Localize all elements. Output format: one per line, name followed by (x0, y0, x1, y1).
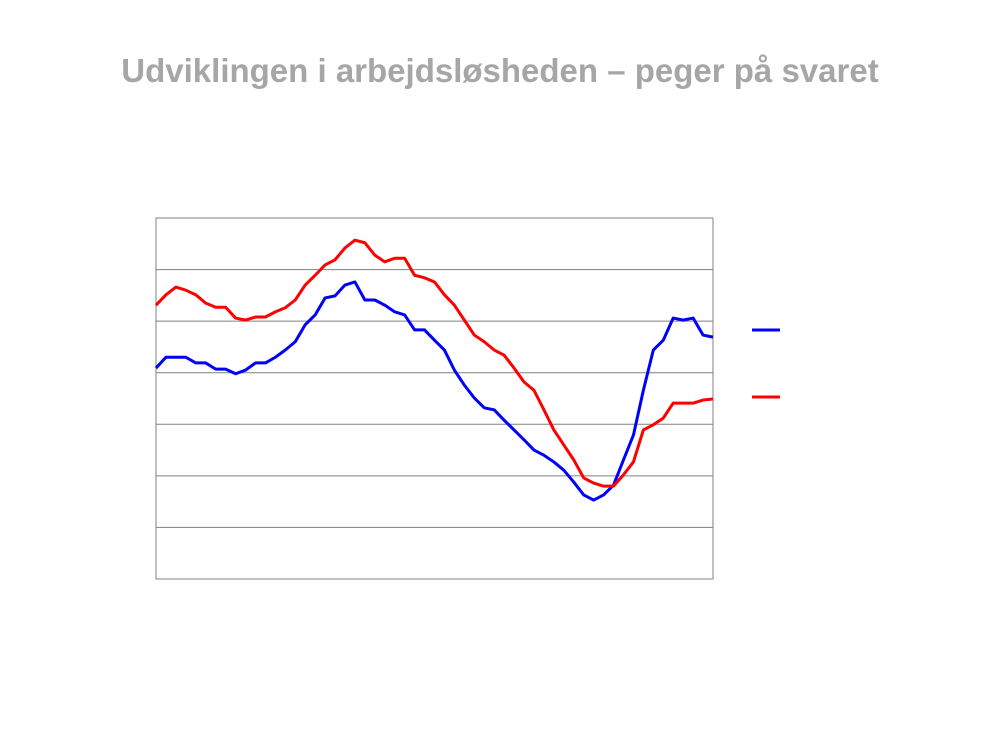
series-line (154, 280, 714, 502)
series-line (154, 238, 714, 488)
plot-border (155, 217, 714, 580)
slide-title: Udviklingen i arbejdsløsheden – peger på… (121, 52, 879, 89)
